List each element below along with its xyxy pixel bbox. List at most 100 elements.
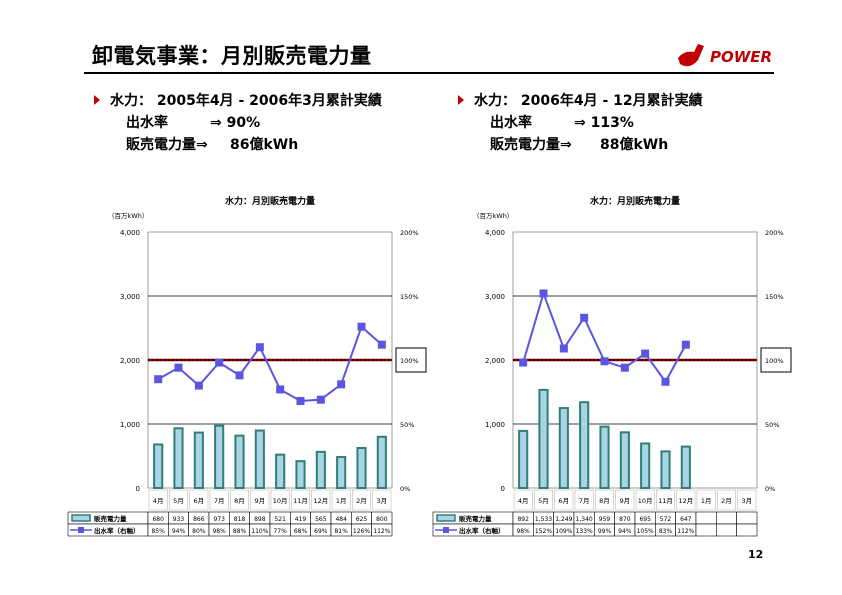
reference-label: 100% <box>400 357 419 365</box>
x-tick-label: 5月 <box>538 497 549 505</box>
y2-tick-label: 150% <box>400 293 419 301</box>
y-tick-label: 1,000 <box>120 421 140 429</box>
table-value: 800 <box>376 516 388 523</box>
table-cell <box>695 511 717 525</box>
bar-9月 <box>254 429 265 489</box>
reference-label-box <box>395 347 427 373</box>
right-summary-line1-value: ⇒ 113% <box>574 115 634 131</box>
y2-tick-label: 200% <box>400 229 419 237</box>
logo-text: POWER <box>710 48 772 66</box>
table-value: 1,249 <box>555 516 572 523</box>
table-legend-label: 販売電力量 <box>94 514 127 523</box>
left-summary: 水力： 2005年4月 - 2006年3月累計実績 出水率 ⇒ 90% 販売電力量… <box>94 90 382 156</box>
category-cell <box>635 489 655 511</box>
y-tick-label: 0 <box>136 485 140 493</box>
table-cell <box>736 511 758 525</box>
right-summary: 水力： 2006年4月 - 12月累計実績 出水率 ⇒ 113% 販売電力量⇒ 88… <box>458 90 703 156</box>
table-value: 110% <box>251 528 268 535</box>
water-rate-point-8月 <box>235 371 244 380</box>
table-value: 98% <box>212 528 226 535</box>
x-tick-label: 12月 <box>313 497 328 505</box>
water-rate-point-4月 <box>519 358 528 367</box>
chart-title: 水力：月別販売電力量 <box>590 195 680 207</box>
page-number: 12 <box>748 548 764 561</box>
x-tick-label: 10月 <box>638 497 653 505</box>
y2-tick-label: 0% <box>765 485 775 493</box>
reference-label-box <box>760 347 792 373</box>
water-rate-point-5月 <box>174 363 183 372</box>
table-value: 109% <box>555 528 572 535</box>
table-cell <box>736 523 758 537</box>
table-value: 484 <box>335 516 347 523</box>
bar-11月 <box>295 460 306 489</box>
x-tick-label: 12月 <box>678 497 693 505</box>
legend-bar-swatch <box>71 514 91 522</box>
bar-12月 <box>680 445 691 490</box>
category-cell <box>291 489 310 511</box>
water-rate-point-1月 <box>337 380 346 389</box>
bar-7月 <box>579 401 590 490</box>
right-summary-line2-value: 88億kWh <box>600 137 669 153</box>
x-tick-label: 4月 <box>518 497 529 505</box>
table-value: 892 <box>517 516 529 523</box>
x-tick-label: 9月 <box>255 497 266 505</box>
y-tick-label: 1,000 <box>485 421 505 429</box>
x-tick-label: 9月 <box>620 497 631 505</box>
category-cell <box>209 489 229 511</box>
logo-mark-icon <box>678 44 704 67</box>
y2-tick-label: 50% <box>765 421 779 429</box>
water-rate-point-5月 <box>539 289 548 298</box>
x-tick-label: 8月 <box>599 497 610 505</box>
category-cell <box>513 489 533 511</box>
bar-6月 <box>558 407 569 489</box>
table-cell <box>716 523 737 537</box>
table-value: 870 <box>619 516 631 523</box>
bar-10月 <box>640 442 651 490</box>
table-value: 152% <box>535 528 552 535</box>
table-value: 1,340 <box>576 516 593 523</box>
water-rate-point-7月 <box>215 358 224 367</box>
y-tick-label: 2,000 <box>485 357 505 365</box>
table-value: 98% <box>516 528 530 535</box>
bar-3月 <box>376 435 387 490</box>
bar-10月 <box>275 453 286 490</box>
table-value: 625 <box>356 516 368 523</box>
category-cell <box>331 489 351 511</box>
x-tick-label: 7月 <box>214 497 225 505</box>
x-tick-label: 7月 <box>579 497 590 505</box>
y-tick-label: 0 <box>501 485 505 493</box>
x-tick-label: 5月 <box>173 497 184 505</box>
right-summary-heading: 水力： 2006年4月 - 12月累計実績 <box>474 93 703 109</box>
water-rate-point-10月 <box>641 349 650 358</box>
reference-label: 100% <box>765 357 784 365</box>
table-cell <box>695 523 717 537</box>
x-tick-label: 6月 <box>194 497 205 505</box>
x-tick-label: 2月 <box>356 497 367 505</box>
y2-tick-label: 50% <box>400 421 414 429</box>
table-value: 866 <box>193 516 205 523</box>
page-title: 卸電気事業：月別販売電力量 <box>92 44 372 68</box>
table-value: 94% <box>618 528 632 535</box>
table-value: 933 <box>173 516 185 523</box>
bar-4月 <box>518 429 529 490</box>
table-value: 1,533 <box>535 516 552 523</box>
category-cell <box>148 489 168 511</box>
table-value: 83% <box>659 528 673 535</box>
bar-9月 <box>619 431 630 490</box>
bar-1月 <box>336 456 347 489</box>
table-value: 680 <box>152 516 164 523</box>
water-rate-point-6月 <box>559 344 568 353</box>
y-tick-label: 4,000 <box>120 229 140 237</box>
table-value: 521 <box>274 516 286 523</box>
bar-8月 <box>599 425 610 489</box>
water-rate-point-3月 <box>377 340 386 349</box>
category-cell <box>656 489 675 511</box>
legend-marker-swatch <box>78 527 84 533</box>
legend-marker-swatch <box>443 527 449 533</box>
category-cell <box>534 489 553 511</box>
category-cell <box>270 489 290 511</box>
jpower-logo: POWER <box>678 44 772 67</box>
water-rate-point-7月 <box>580 313 589 322</box>
water-rate-point-6月 <box>194 381 203 390</box>
water-rate-point-9月 <box>620 363 629 372</box>
